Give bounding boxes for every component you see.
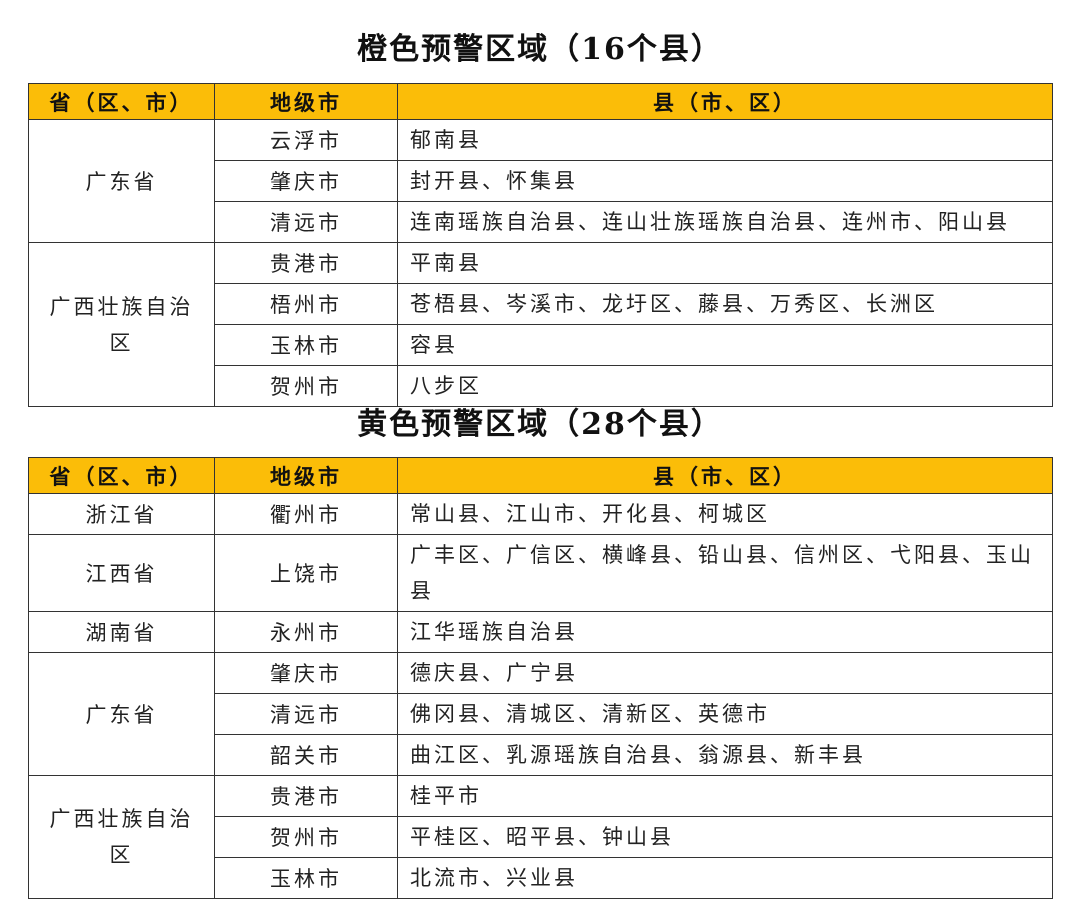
city-cell: 上饶市 <box>214 534 398 612</box>
city-cell: 云浮市 <box>214 119 398 161</box>
table-row: 韶关市 曲江区、乳源瑶族自治县、翁源县、新丰县 <box>29 734 1053 776</box>
counties-cell: 容县 <box>397 324 1053 366</box>
city-cell: 肇庆市 <box>214 652 398 694</box>
city-cell: 清远市 <box>214 201 398 243</box>
province-cell: 湖南省 <box>28 611 215 653</box>
counties-cell: 江华瑶族自治县 <box>397 611 1053 653</box>
table-row: 清远市 佛冈县、清城区、清新区、英德市 <box>29 693 1053 735</box>
table-row: 广东省 云浮市 郁南县 <box>28 119 1053 243</box>
table-row: 广西壮族自治区 贵港市 平南县 <box>28 242 1053 407</box>
province-cell: 广东省 <box>28 119 215 243</box>
city-cell: 清远市 <box>214 693 398 735</box>
header-province: 省（区、市） <box>28 83 215 120</box>
table-row: 梧州市 苍梧县、岑溪市、龙圩区、藤县、万秀区、长洲区 <box>29 283 1053 325</box>
counties-cell: 常山县、江山市、开化县、柯城区 <box>397 493 1053 535</box>
counties-cell: 郁南县 <box>397 119 1053 161</box>
header-counties: 县（市、区） <box>397 457 1053 494</box>
city-cell: 贺州市 <box>214 816 398 858</box>
header-city: 地级市 <box>214 457 398 494</box>
counties-cell: 广丰区、广信区、横峰县、铅山县、信州区、弋阳县、玉山县 <box>397 534 1053 612</box>
city-cell: 肇庆市 <box>214 160 398 202</box>
province-cell: 广西壮族自治区 <box>28 242 215 407</box>
table-row: 江西省 上饶市 广丰区、广信区、横峰县、铅山县、信州区、弋阳县、玉山县 <box>28 534 1053 612</box>
table-row: 肇庆市 封开县、怀集县 <box>29 160 1053 202</box>
city-cell: 韶关市 <box>214 734 398 776</box>
province-cell: 广西壮族自治区 <box>28 775 215 899</box>
province-cell: 广东省 <box>28 652 215 776</box>
city-cell: 永州市 <box>214 611 398 653</box>
orange-warning-title: 橙色预警区域（16个县） <box>357 32 723 67</box>
city-cell: 贵港市 <box>214 775 398 817</box>
counties-cell: 德庆县、广宁县 <box>397 652 1053 694</box>
city-cell: 玉林市 <box>214 857 398 899</box>
counties-cell: 八步区 <box>397 365 1053 407</box>
city-cell: 贺州市 <box>214 365 398 407</box>
orange-warning-table: 省（区、市） 地级市 县（市、区） 广东省 云浮市 郁南县 肇庆市 封开县、怀集县 清远市 连南瑶… <box>28 83 1053 407</box>
counties-cell: 平南县 <box>397 242 1053 284</box>
province-cell: 浙江省 <box>28 493 215 535</box>
counties-cell: 桂平市 <box>397 775 1053 817</box>
header-counties: 县（市、区） <box>397 83 1053 120</box>
table-row: 浙江省 衢州市 常山县、江山市、开化县、柯城区 <box>28 493 1053 535</box>
counties-cell: 苍梧县、岑溪市、龙圩区、藤县、万秀区、长洲区 <box>397 283 1053 325</box>
city-cell: 贵港市 <box>214 242 398 284</box>
header-province: 省（区、市） <box>28 457 215 494</box>
table-row: 湖南省 永州市 江华瑶族自治县 <box>28 611 1053 653</box>
city-cell: 玉林市 <box>214 324 398 366</box>
city-cell: 梧州市 <box>214 283 398 325</box>
header-row: 省（区、市） 地级市 县（市、区） <box>28 83 1053 120</box>
yellow-warning-title: 黄色预警区域（28个县） <box>357 407 723 442</box>
counties-cell: 封开县、怀集县 <box>397 160 1053 202</box>
province-cell: 江西省 <box>28 534 215 612</box>
counties-cell: 平桂区、昭平县、钟山县 <box>397 816 1053 858</box>
yellow-warning-table: 省（区、市） 地级市 县（市、区） 浙江省 衢州市 常山县、江山市、开化县、柯城区 江西省上… <box>28 457 1053 899</box>
counties-cell: 佛冈县、清城区、清新区、英德市 <box>397 693 1053 735</box>
city-cell: 衢州市 <box>214 493 398 535</box>
counties-cell: 曲江区、乳源瑶族自治县、翁源县、新丰县 <box>397 734 1053 776</box>
header-row: 省（区、市） 地级市 县（市、区） <box>28 457 1053 494</box>
table-row: 广西壮族自治区 贵港市 桂平市 <box>28 775 1053 899</box>
counties-cell: 连南瑶族自治县、连山壮族瑶族自治县、连州市、阳山县 <box>397 201 1053 243</box>
table-row: 贺州市 八步区 <box>29 365 1053 407</box>
header-city: 地级市 <box>214 83 398 120</box>
counties-cell: 北流市、兴业县 <box>397 857 1053 899</box>
table-row: 广东省 肇庆市 德庆县、广宁县 <box>28 652 1053 776</box>
